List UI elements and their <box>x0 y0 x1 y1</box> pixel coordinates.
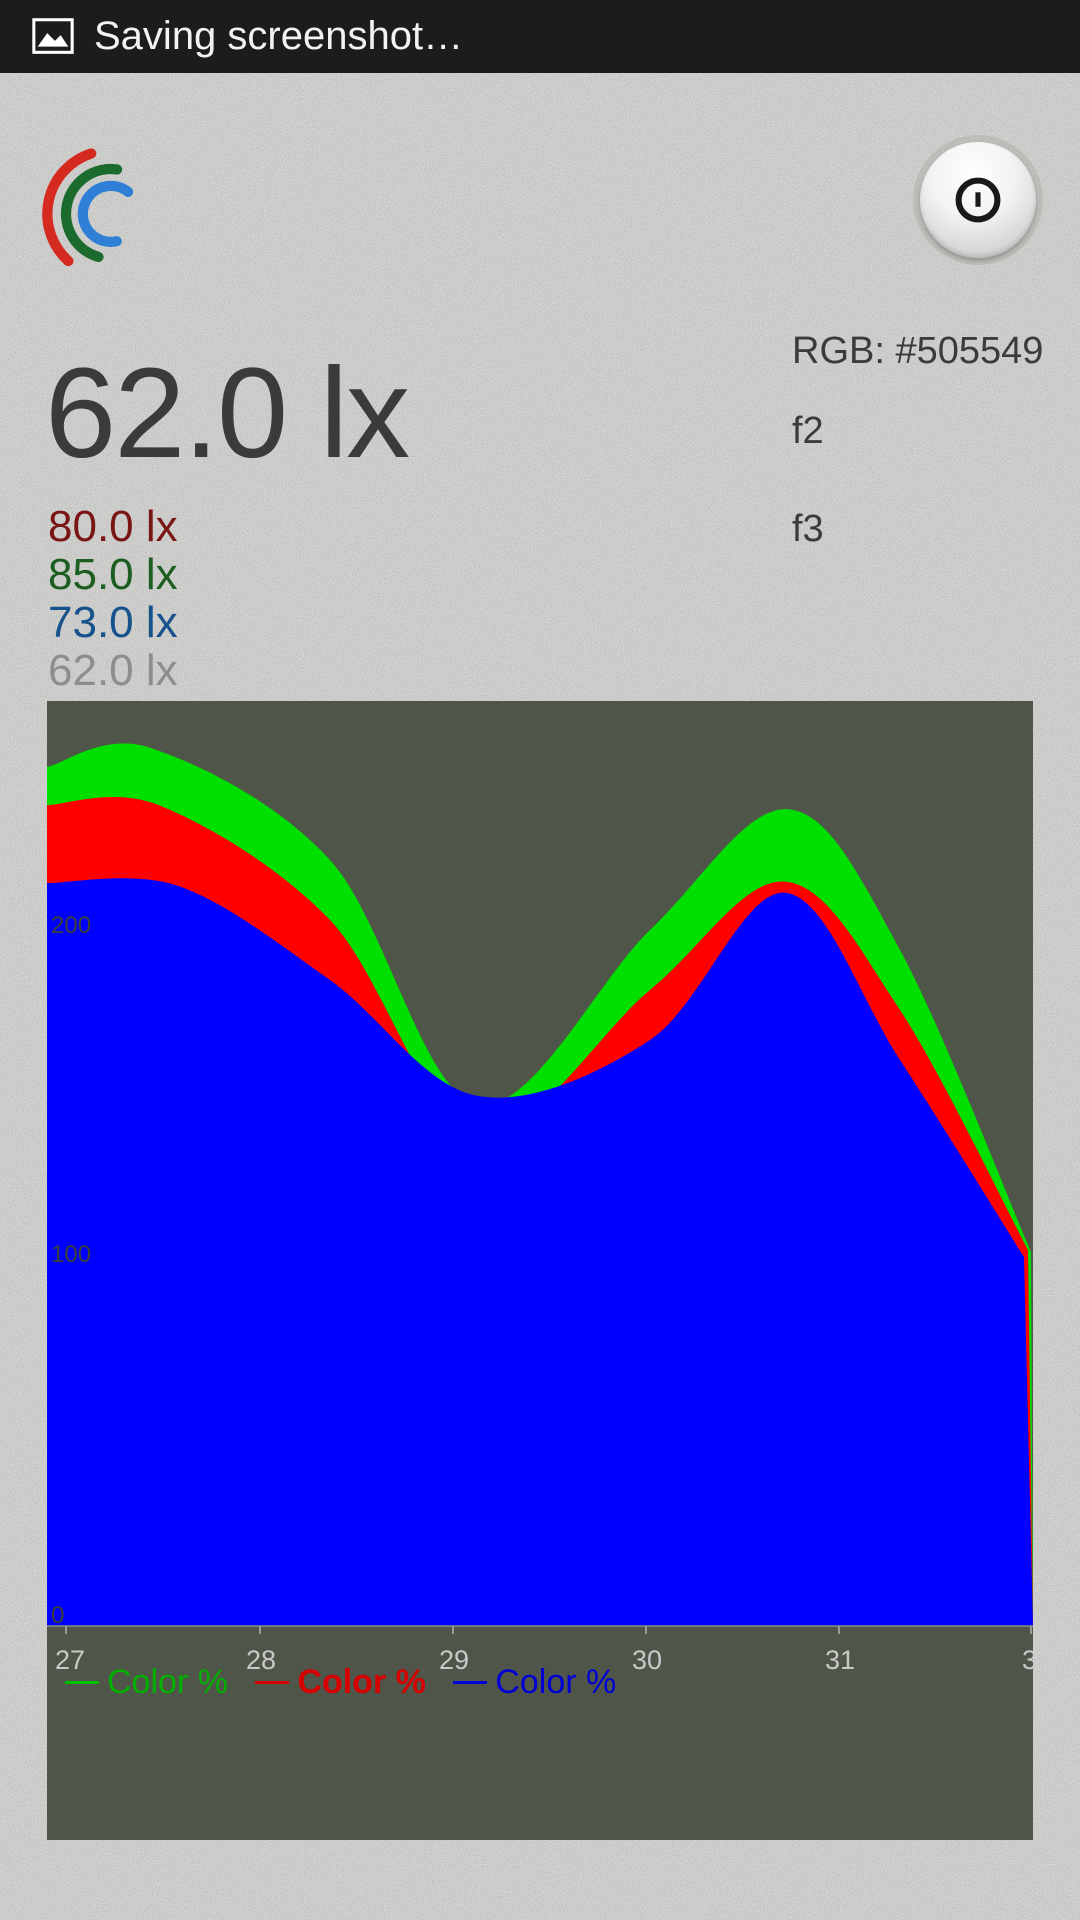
svg-text:30: 30 <box>632 1645 662 1675</box>
svg-text:100: 100 <box>51 1241 91 1268</box>
svg-text:31: 31 <box>825 1645 855 1675</box>
svg-text:0: 0 <box>51 1602 64 1629</box>
svg-text:200: 200 <box>51 912 91 939</box>
svg-text:3: 3 <box>1022 1645 1033 1675</box>
